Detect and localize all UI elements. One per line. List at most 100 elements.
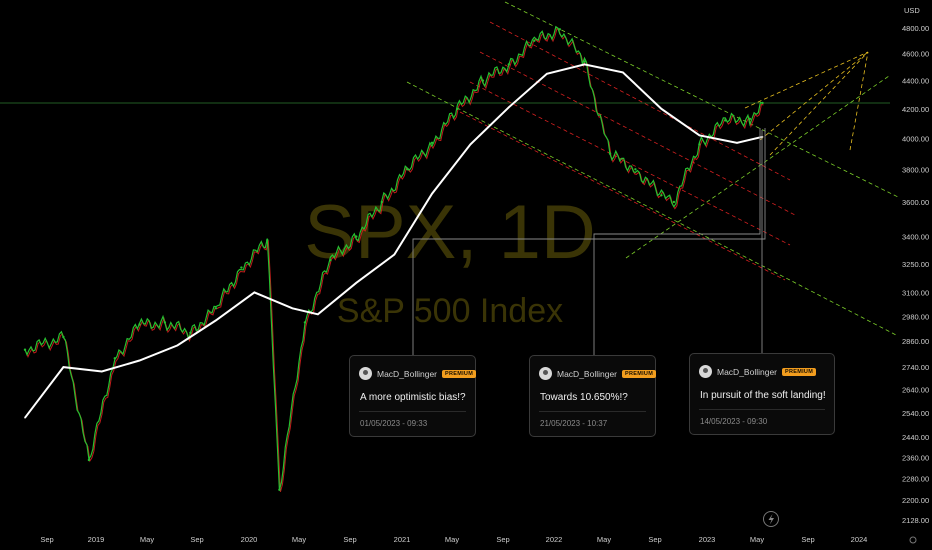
idea-title[interactable]: Towards 10.650%!? [540, 392, 628, 403]
series-price-point [303, 321, 307, 324]
series-layer [23, 25, 764, 493]
series-price-point [748, 117, 752, 121]
series-price-point [583, 60, 586, 63]
y-tick-label: 4400.00 [902, 77, 929, 86]
series-ma-point [583, 63, 586, 66]
channel-line [469, 81, 791, 246]
currency-label: USD [904, 6, 920, 15]
x-tick-label: Sep [648, 535, 661, 544]
series-ma-point [253, 291, 256, 294]
series-price-point [724, 119, 727, 122]
y-tick-label: 2540.00 [902, 409, 929, 418]
y-axis: 2128.00 2200.00 2280.00 2360.00 2440.00 2540.… [902, 24, 929, 525]
card-divider [359, 411, 466, 412]
idea-date: 21/05/2023 - 10:37 [540, 419, 608, 428]
series-price-point [698, 143, 701, 146]
series-price-point [558, 28, 561, 31]
projection-line [849, 51, 869, 151]
series-ma-point [508, 106, 510, 109]
series-price-point [481, 79, 485, 82]
x-tick-label: 2024 [851, 535, 868, 544]
series-ma-point [215, 319, 217, 322]
y-tick-label: 3250.00 [902, 260, 929, 269]
channel-line [479, 51, 796, 216]
series-price-point [240, 266, 243, 269]
series-price-point [660, 194, 663, 197]
y-tick-label: 4800.00 [902, 24, 929, 33]
x-tick-label: Sep [496, 535, 509, 544]
idea-card-1[interactable]: MacD_Bollinger PREMIUM A more optimistic… [349, 355, 477, 437]
channel-line [489, 21, 791, 181]
y-tick-label: 2280.00 [902, 474, 929, 483]
x-tick-label: Sep [40, 535, 53, 544]
idea-title[interactable]: In pursuit of the soft landing! [700, 390, 826, 401]
series-price-point [406, 168, 409, 171]
projection-line [769, 51, 869, 156]
series-price-point [163, 321, 167, 324]
author-name[interactable]: MacD_Bollinger [377, 368, 437, 379]
y-tick-label: 4600.00 [902, 50, 929, 59]
connector-card-2 [593, 128, 761, 355]
channel-line [504, 1, 899, 198]
idea-date: 01/05/2023 - 09:33 [360, 419, 428, 428]
series-ma-point [291, 307, 294, 310]
idea-card-3[interactable]: MacD_Bollinger PREMIUM In pursuit of the… [689, 353, 835, 435]
chart-drawings [0, 1, 899, 337]
series-price-point [355, 235, 358, 238]
idea-card-2[interactable]: MacD_Bollinger PREMIUM Towards 10.650%!?… [529, 355, 657, 437]
y-tick-label: 2128.00 [902, 516, 929, 525]
series-ma-point [660, 108, 663, 110]
series-ma-point [101, 370, 103, 373]
y-tick-label: 2860.00 [902, 337, 929, 346]
series-price-point [761, 101, 764, 105]
chart-watermark: SPX, 1D S&P 500 Index [304, 190, 595, 330]
author-avatar [699, 365, 712, 378]
series-ma-point [393, 253, 396, 256]
card-divider [699, 409, 825, 410]
x-tick-label: May [445, 535, 459, 544]
series-ma-point [317, 313, 319, 316]
premium-badge: PREMIUM [782, 367, 817, 376]
x-tick-label: 2022 [546, 535, 563, 544]
channel-line [406, 81, 899, 337]
y-tick-label: 2360.00 [902, 453, 929, 462]
x-tick-label: May [597, 535, 611, 544]
series-ma-point [431, 192, 433, 195]
series-price-point [62, 335, 65, 339]
x-tick-label: 2020 [241, 535, 258, 544]
series-price-point [278, 488, 281, 491]
settings-icon[interactable] [909, 536, 917, 544]
series-price-point [672, 200, 676, 204]
series-price-point [214, 307, 218, 310]
series-ma-point [698, 134, 701, 137]
x-tick-label: May [750, 535, 764, 544]
series-price-point [456, 107, 459, 111]
author-avatar [359, 367, 372, 380]
y-tick-label: 4200.00 [902, 105, 929, 114]
y-tick-label: 2740.00 [902, 363, 929, 372]
idea-date: 14/05/2023 - 09:30 [700, 417, 768, 426]
series-ma-point [24, 416, 26, 419]
channel-line [459, 111, 786, 281]
y-tick-label: 2640.00 [902, 386, 929, 395]
annotation-connectors [412, 128, 766, 355]
series-price-point [507, 63, 510, 66]
premium-badge: PREMIUM [622, 369, 657, 378]
series-ma-point [62, 366, 65, 368]
x-tick-label: Sep [801, 535, 814, 544]
author-avatar [539, 367, 552, 380]
series-ma-point [469, 143, 472, 146]
idea-title[interactable]: A more optimistic bias!? [360, 392, 466, 403]
y-tick-label: 4000.00 [902, 134, 929, 143]
y-tick-label: 3800.00 [902, 165, 929, 174]
author-name[interactable]: MacD_Bollinger [557, 368, 617, 379]
x-tick-label: May [292, 535, 306, 544]
author-name[interactable]: MacD_Bollinger [717, 366, 777, 377]
watermark-subtitle: S&P 500 Index [337, 292, 563, 330]
x-axis: Sep 2019 May Sep 2020 May Sep 2021 May Sep 2022 May… [40, 535, 867, 544]
series-price-point [329, 259, 332, 262]
lightning-icon[interactable] [763, 511, 779, 527]
y-tick-label: 3600.00 [902, 198, 929, 207]
premium-badge: PREMIUM [442, 369, 477, 378]
